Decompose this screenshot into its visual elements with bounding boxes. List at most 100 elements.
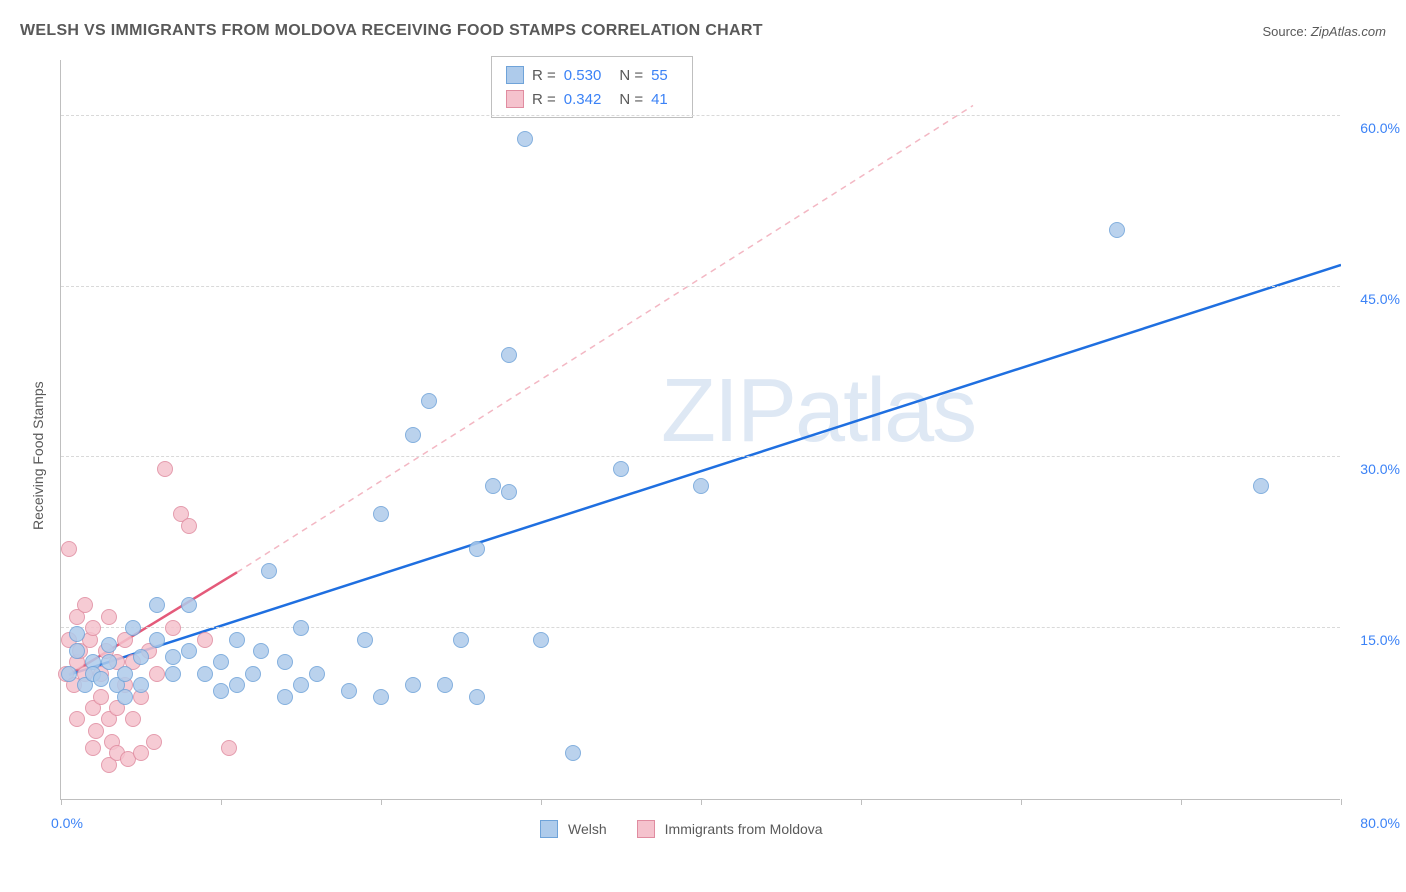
data-point-welsh [453, 632, 469, 648]
y-tick-label: 60.0% [1360, 120, 1400, 136]
trend-line [69, 265, 1341, 675]
gridline-h [61, 286, 1340, 287]
r-label: R = [532, 91, 556, 108]
r-value-welsh: 0.530 [564, 67, 602, 84]
data-point-welsh [277, 654, 293, 670]
legend-label-welsh: Welsh [568, 821, 607, 837]
data-point-welsh [229, 632, 245, 648]
watermark-thin: atlas [795, 361, 975, 461]
data-point-welsh [261, 563, 277, 579]
data-point-welsh [69, 643, 85, 659]
data-point-moldova [165, 620, 181, 636]
y-axis-label: Receiving Food Stamps [30, 381, 46, 530]
n-value-moldova: 41 [651, 91, 668, 108]
data-point-welsh [93, 671, 109, 687]
source-name: ZipAtlas.com [1311, 24, 1386, 39]
data-point-welsh [1253, 478, 1269, 494]
data-point-welsh [485, 478, 501, 494]
legend-swatch-welsh [540, 820, 558, 838]
data-point-welsh [149, 632, 165, 648]
data-point-welsh [69, 626, 85, 642]
data-point-welsh [693, 478, 709, 494]
data-point-moldova [69, 711, 85, 727]
data-point-welsh [181, 597, 197, 613]
data-point-welsh [117, 666, 133, 682]
data-point-welsh [165, 666, 181, 682]
n-label: N = [619, 91, 643, 108]
x-tick [221, 799, 222, 805]
data-point-moldova [93, 689, 109, 705]
data-point-moldova [157, 461, 173, 477]
data-point-moldova [181, 518, 197, 534]
data-point-welsh [613, 461, 629, 477]
x-tick [1181, 799, 1182, 805]
watermark-bold: ZIP [661, 361, 795, 461]
swatch-moldova [506, 90, 524, 108]
x-tick [381, 799, 382, 805]
data-point-welsh [501, 347, 517, 363]
gridline-h [61, 627, 1340, 628]
n-value-welsh: 55 [651, 67, 668, 84]
data-point-welsh [61, 666, 77, 682]
x-tick [1021, 799, 1022, 805]
data-point-welsh [373, 506, 389, 522]
stats-row-moldova: R = 0.342 N = 41 [506, 87, 678, 111]
r-label: R = [532, 67, 556, 84]
gridline-h [61, 115, 1340, 116]
r-value-moldova: 0.342 [564, 91, 602, 108]
data-point-welsh [309, 666, 325, 682]
data-point-moldova [146, 734, 162, 750]
scatter-chart: ZIPatlas R = 0.530 N = 55 R = 0.342 N = … [60, 60, 1340, 800]
data-point-moldova [88, 723, 104, 739]
data-point-welsh [405, 427, 421, 443]
x-tick [61, 799, 62, 805]
source-attribution: Source: ZipAtlas.com [1262, 24, 1386, 39]
x-tick [701, 799, 702, 805]
data-point-welsh [197, 666, 213, 682]
gridline-h [61, 456, 1340, 457]
data-point-welsh [213, 654, 229, 670]
stats-row-welsh: R = 0.530 N = 55 [506, 63, 678, 87]
chart-header: WELSH VS IMMIGRANTS FROM MOLDOVA RECEIVI… [20, 22, 1386, 40]
n-label: N = [619, 67, 643, 84]
data-point-welsh [437, 677, 453, 693]
data-point-moldova [101, 609, 117, 625]
y-tick-label: 15.0% [1360, 632, 1400, 648]
data-point-welsh [405, 677, 421, 693]
data-point-welsh [229, 677, 245, 693]
series-legend: Welsh Immigrants from Moldova [540, 820, 823, 838]
legend-swatch-moldova [637, 820, 655, 838]
data-point-welsh [357, 632, 373, 648]
data-point-welsh [293, 677, 309, 693]
x-tick [1341, 799, 1342, 805]
data-point-welsh [125, 620, 141, 636]
data-point-welsh [1109, 222, 1125, 238]
x-tick [541, 799, 542, 805]
x-tick-label: 80.0% [1360, 815, 1400, 831]
data-point-welsh [517, 131, 533, 147]
data-point-welsh [133, 677, 149, 693]
data-point-welsh [133, 649, 149, 665]
correlation-stats-box: R = 0.530 N = 55 R = 0.342 N = 41 [491, 56, 693, 118]
trend-lines [61, 60, 1341, 800]
data-point-welsh [469, 541, 485, 557]
legend-label-moldova: Immigrants from Moldova [665, 821, 823, 837]
data-point-welsh [373, 689, 389, 705]
data-point-moldova [149, 666, 165, 682]
data-point-welsh [341, 683, 357, 699]
data-point-welsh [421, 393, 437, 409]
watermark: ZIPatlas [661, 360, 975, 463]
data-point-welsh [253, 643, 269, 659]
data-point-welsh [181, 643, 197, 659]
data-point-moldova [85, 740, 101, 756]
data-point-welsh [469, 689, 485, 705]
data-point-welsh [165, 649, 181, 665]
data-point-welsh [149, 597, 165, 613]
data-point-welsh [277, 689, 293, 705]
data-point-welsh [565, 745, 581, 761]
data-point-moldova [197, 632, 213, 648]
data-point-moldova [77, 597, 93, 613]
chart-title: WELSH VS IMMIGRANTS FROM MOLDOVA RECEIVI… [20, 22, 763, 40]
data-point-moldova [221, 740, 237, 756]
y-tick-label: 30.0% [1360, 461, 1400, 477]
